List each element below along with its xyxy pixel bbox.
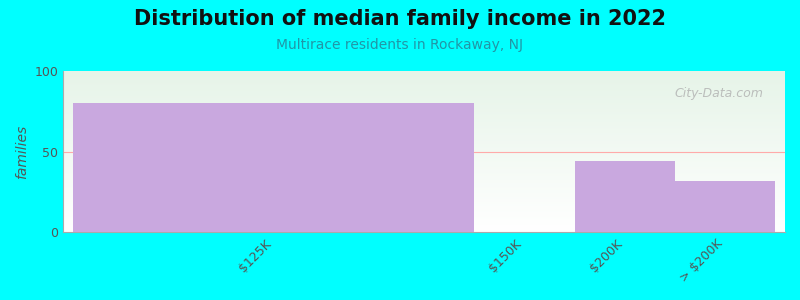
Bar bbox=[74, 103, 474, 232]
Bar bbox=[674, 181, 775, 233]
Text: Distribution of median family income in 2022: Distribution of median family income in … bbox=[134, 9, 666, 29]
Bar bbox=[574, 161, 674, 232]
Text: Multirace residents in Rockaway, NJ: Multirace residents in Rockaway, NJ bbox=[277, 38, 523, 52]
Y-axis label: families: families bbox=[15, 124, 29, 179]
Text: City-Data.com: City-Data.com bbox=[674, 87, 763, 100]
